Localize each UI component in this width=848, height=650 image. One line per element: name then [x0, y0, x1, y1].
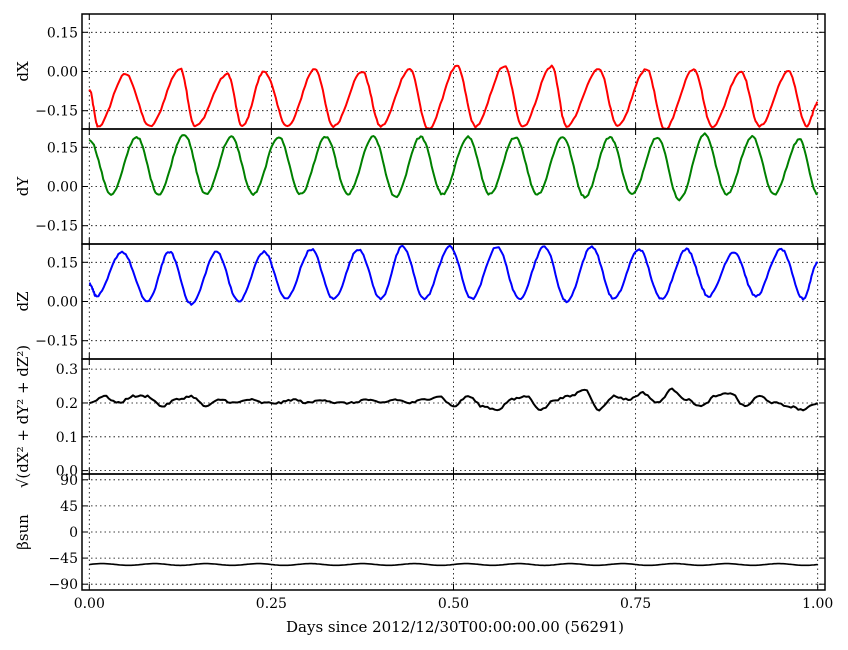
- y-tick-label-beta-0: 90: [60, 473, 78, 489]
- x-axis: 0.00 0.25 0.50 0.75 1.00: [74, 596, 834, 612]
- series-line-norm: [88, 387, 819, 412]
- x-tick-label-1: 0.25: [256, 596, 287, 612]
- x-axis-label: Days since 2012/12/30T00:00:00.00 (56291…: [286, 618, 624, 636]
- y-tick-label-dz-1: 0.00: [47, 295, 78, 311]
- y-tick-label-norm-1: 0.2: [56, 396, 78, 412]
- panels: 0.150.00−0.15dX0.150.00−0.15dY0.150.00−0…: [14, 13, 826, 593]
- y-tick-label-beta-4: −90: [48, 577, 78, 593]
- y-tick-label-dx-0: 0.15: [47, 25, 78, 41]
- series-line-beta: [89, 562, 818, 567]
- grid-norm: [82, 359, 825, 474]
- y-tick-label-dy-2: −0.15: [35, 219, 78, 235]
- panel-dy: 0.15 0.00 −0.15 dY: [14, 128, 826, 245]
- series-line-dx: [88, 64, 819, 129]
- series-line-dy: [88, 132, 818, 202]
- y-tick-label-dx-2: −0.15: [35, 104, 78, 120]
- y-axis-label-dy: dY: [14, 176, 32, 197]
- y-tick-label-dy-1: 0.00: [47, 180, 78, 196]
- y-tick-label-norm-3: 0.0: [56, 464, 78, 480]
- y-axis-label-norm: √(dX² + dY² + dZ²): [14, 345, 32, 488]
- y-axis-label-dx: dX: [14, 61, 32, 82]
- grid-dx: [82, 14, 825, 129]
- y-tick-label-beta-1: 45: [60, 499, 78, 515]
- panel-beta: 90 45 0 −45 −90 βsun: [14, 473, 826, 593]
- series-line-dz: [88, 244, 818, 306]
- y-tick-label-norm-2: 0.1: [56, 430, 78, 446]
- x-tick-label-2: 0.50: [438, 596, 469, 612]
- y-tick-label-beta-2: 0: [69, 525, 78, 541]
- y-tick-label-dy-0: 0.15: [47, 140, 78, 156]
- y-tick-label-dx-1: 0.00: [47, 65, 78, 81]
- y-tick-label-dz-2: −0.15: [35, 334, 78, 350]
- y-axis-label-beta: βsun: [14, 514, 32, 550]
- y-tick-label-beta-3: −45: [48, 551, 78, 567]
- x-tick-label-0: 0.00: [74, 596, 105, 612]
- x-tick-label-4: 1.00: [802, 596, 833, 612]
- x-tick-label-3: 0.75: [620, 596, 651, 612]
- y-axis-label-dz: dZ: [14, 291, 32, 311]
- grid-beta: [82, 474, 825, 590]
- panel-dz: 0.15 0.00 −0.15 dZ: [14, 243, 826, 360]
- y-tick-label-dz-0: 0.15: [47, 255, 78, 271]
- y-tick-label-norm-0: 0.3: [56, 362, 78, 378]
